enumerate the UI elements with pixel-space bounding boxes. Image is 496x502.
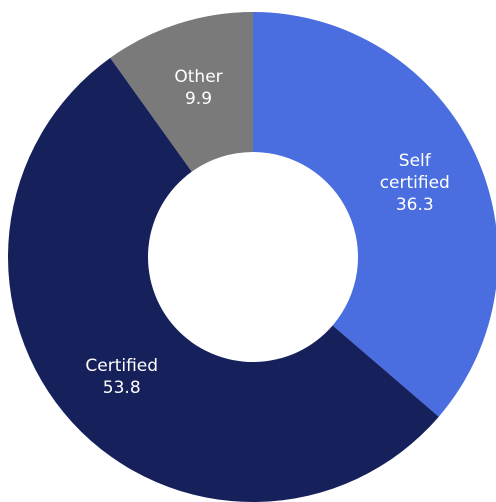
slice-label: Self certified 36.3 [370, 150, 460, 216]
category-label: Certified [85, 356, 159, 377]
slice-label: Certified 53.8 [77, 355, 167, 399]
value-label: 9.9 [184, 88, 213, 109]
value-label: 36.3 [395, 194, 434, 215]
value-label: 53.8 [102, 378, 141, 399]
donut-slice [253, 12, 496, 417]
slice-label: Other 9.9 [154, 66, 244, 110]
donut-slice [8, 57, 439, 502]
category-label: Other [174, 66, 223, 87]
category-label: Self certified [379, 150, 450, 193]
donut-slice [110, 12, 253, 172]
